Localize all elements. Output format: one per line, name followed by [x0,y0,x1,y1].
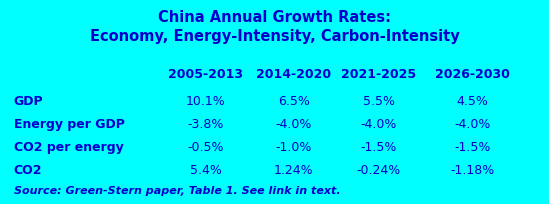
Text: 2026-2030: 2026-2030 [435,68,509,81]
Text: -1.0%: -1.0% [276,141,312,154]
Text: 2021-2025: 2021-2025 [341,68,416,81]
Text: 4.5%: 4.5% [456,95,488,108]
Text: CO2 per energy: CO2 per energy [14,141,124,154]
Text: CO2: CO2 [14,164,42,177]
Text: -4.0%: -4.0% [276,118,312,131]
Text: 10.1%: 10.1% [186,95,226,108]
Text: China Annual Growth Rates:
Economy, Energy-Intensity, Carbon-Intensity: China Annual Growth Rates: Economy, Ener… [89,10,460,44]
Text: Source: Green-Stern paper, Table 1. See link in text.: Source: Green-Stern paper, Table 1. See … [14,186,340,196]
Text: -0.24%: -0.24% [357,164,401,177]
Text: 2014-2020: 2014-2020 [256,68,331,81]
Text: -1.5%: -1.5% [454,141,490,154]
Text: -0.5%: -0.5% [188,141,224,154]
Text: -1.18%: -1.18% [450,164,494,177]
Text: -4.0%: -4.0% [361,118,397,131]
Text: Energy per GDP: Energy per GDP [14,118,125,131]
Text: GDP: GDP [14,95,43,108]
Text: 1.24%: 1.24% [274,164,313,177]
Text: 5.5%: 5.5% [363,95,395,108]
Text: 5.4%: 5.4% [190,164,222,177]
Text: -1.5%: -1.5% [361,141,397,154]
Text: 6.5%: 6.5% [278,95,310,108]
Text: 2005-2013: 2005-2013 [169,68,243,81]
Text: -4.0%: -4.0% [454,118,490,131]
Text: -3.8%: -3.8% [188,118,224,131]
